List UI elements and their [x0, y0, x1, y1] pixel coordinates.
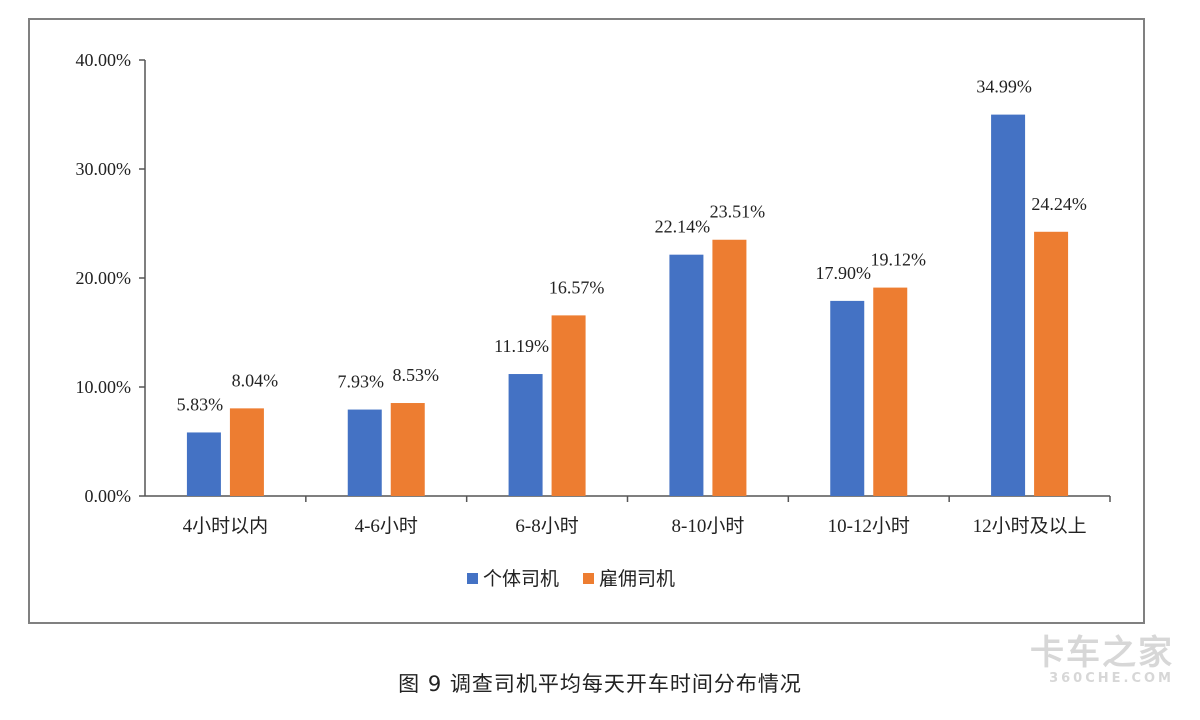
legend-label: 雇佣司机 [599, 568, 675, 590]
bar-hired [873, 287, 908, 496]
data-label: 11.19% [494, 336, 549, 356]
y-tick-label: 10.00% [76, 377, 132, 397]
bar-individual [669, 254, 704, 496]
bar-individual [830, 300, 865, 496]
y-tick-label: 0.00% [85, 486, 132, 506]
bar-hired [229, 408, 264, 496]
legend-label: 个体司机 [483, 568, 559, 590]
data-label: 24.24% [1031, 194, 1087, 214]
bar-hired [390, 403, 425, 496]
bar-chart: 0.00% 10.00% 20.00% 30.00% 40.00% 5.83% 8.04% 4… [76, 50, 1111, 590]
x-category-label: 10-12小时 [828, 515, 910, 537]
x-category-label: 4-6小时 [355, 515, 418, 537]
legend-swatch [467, 573, 478, 584]
data-label: 5.83% [177, 394, 224, 414]
watermark-logo: 卡车之家 360CHE.COM [1030, 636, 1174, 685]
bar-individual [186, 432, 221, 496]
y-tick-label: 20.00% [76, 268, 132, 288]
figure-caption: 图 9 调查司机平均每天开车时间分布情况 [398, 672, 802, 696]
data-label: 23.51% [710, 202, 766, 222]
watermark-main-text: 卡车之家 [1030, 633, 1174, 673]
x-category-label: 6-8小时 [515, 515, 578, 537]
bar-hired [712, 239, 747, 496]
bar-hired [1034, 231, 1069, 496]
bar-individual [991, 114, 1026, 496]
data-label: 8.04% [232, 370, 279, 390]
data-label: 22.14% [655, 217, 711, 237]
data-label: 16.57% [549, 277, 605, 297]
watermark-sub-text: 360CHE.COM [1049, 671, 1174, 686]
x-category-label: 8-10小时 [672, 515, 745, 537]
x-category-label: 4小时以内 [183, 515, 269, 537]
data-label: 7.93% [338, 372, 385, 392]
bar-individual [347, 409, 382, 496]
y-tick-label: 30.00% [76, 159, 132, 179]
chart-frame: 0.00% 10.00% 20.00% 30.00% 40.00% 5.83% 8.04% 4… [28, 18, 1145, 624]
data-label: 8.53% [393, 365, 440, 385]
bar-hired [551, 315, 586, 496]
legend-swatch [583, 573, 594, 584]
data-label: 19.12% [871, 250, 927, 270]
y-tick-label: 40.00% [76, 50, 132, 70]
bar-individual [508, 374, 543, 496]
data-label: 34.99% [976, 77, 1032, 97]
x-category-label: 12小时及以上 [973, 515, 1087, 537]
data-label: 17.90% [816, 263, 872, 283]
